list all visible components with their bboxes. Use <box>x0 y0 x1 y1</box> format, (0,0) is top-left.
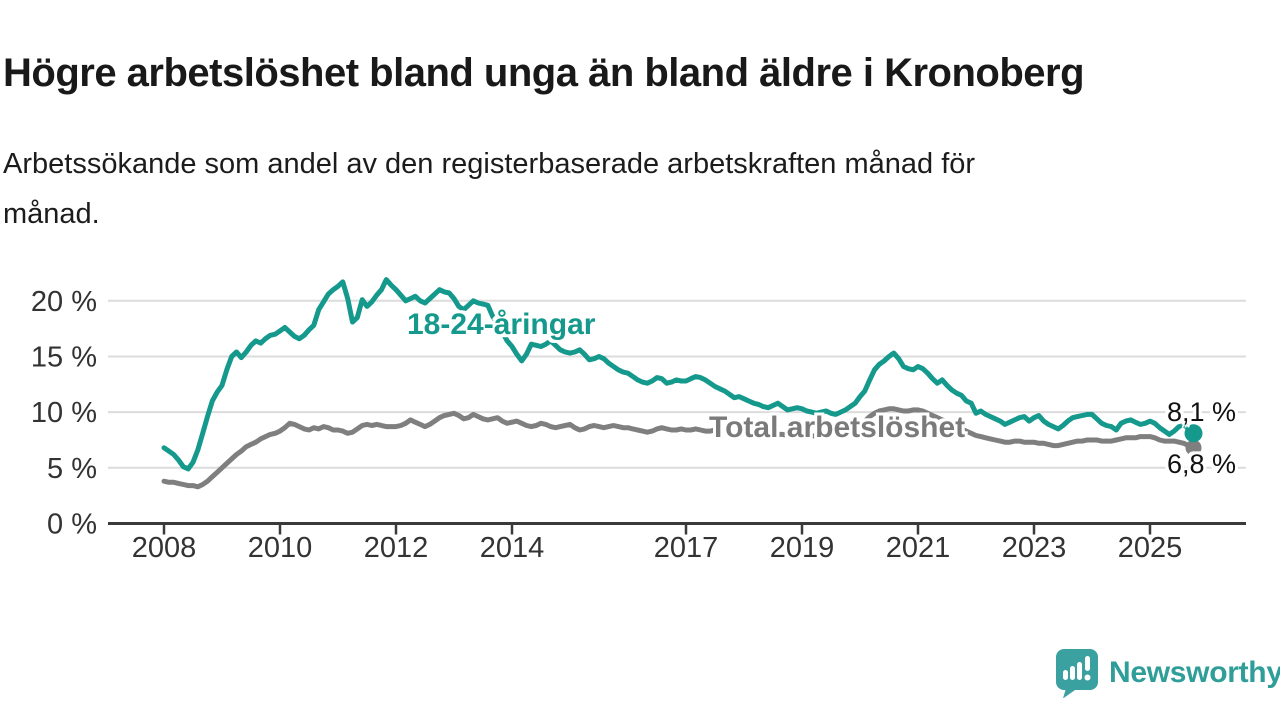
x-tick-label: 2017 <box>654 532 719 564</box>
x-tick-label: 2010 <box>248 532 313 564</box>
y-tick-label: 0 % <box>47 509 97 541</box>
end-value-label-18-24: 8,1 % <box>1167 397 1237 427</box>
x-tick-label: 2008 <box>132 532 197 564</box>
end-value-label-total: 6,8 % <box>1167 449 1237 479</box>
y-tick-label: 10 % <box>31 397 97 429</box>
x-tick-label: 2019 <box>770 532 835 564</box>
series-endpoint-dot-18-24 <box>1184 424 1203 443</box>
y-tick-label: 15 % <box>31 342 97 374</box>
x-tick-label: 2021 <box>886 532 951 564</box>
newsworthy-logo-icon <box>1056 649 1098 698</box>
x-tick-label: 2023 <box>1002 532 1067 564</box>
bar-icon-3 <box>1077 662 1082 680</box>
bar-icon-1 <box>1063 670 1068 680</box>
x-tick-label: 2025 <box>1118 532 1183 564</box>
y-tick-label: 5 % <box>47 453 97 485</box>
page-subtitle: Arbetssökande som andel av den registerb… <box>3 148 976 230</box>
page-title: Högre arbetslöshet bland unga än bland ä… <box>3 50 1085 95</box>
exclamation-stem-icon <box>1085 656 1090 671</box>
newsworthy-logo-text: Newsworthy <box>1109 656 1280 689</box>
y-tick-label: 20 % <box>31 286 97 318</box>
bar-icon-2 <box>1070 666 1075 680</box>
series-label-18-24: 18-24-åringar <box>407 308 596 341</box>
series-line-total <box>161 406 1196 490</box>
exclamation-dot-icon <box>1084 674 1091 681</box>
series-endpoint-dot-total <box>1185 439 1202 456</box>
x-tick-label: 2014 <box>480 532 545 564</box>
x-tick-label: 2012 <box>364 532 429 564</box>
newsworthy-logo: Newsworthy <box>1055 648 1280 698</box>
series-line-18-24 <box>161 277 1196 472</box>
series-label-total: Total arbetslöshet <box>709 411 966 444</box>
